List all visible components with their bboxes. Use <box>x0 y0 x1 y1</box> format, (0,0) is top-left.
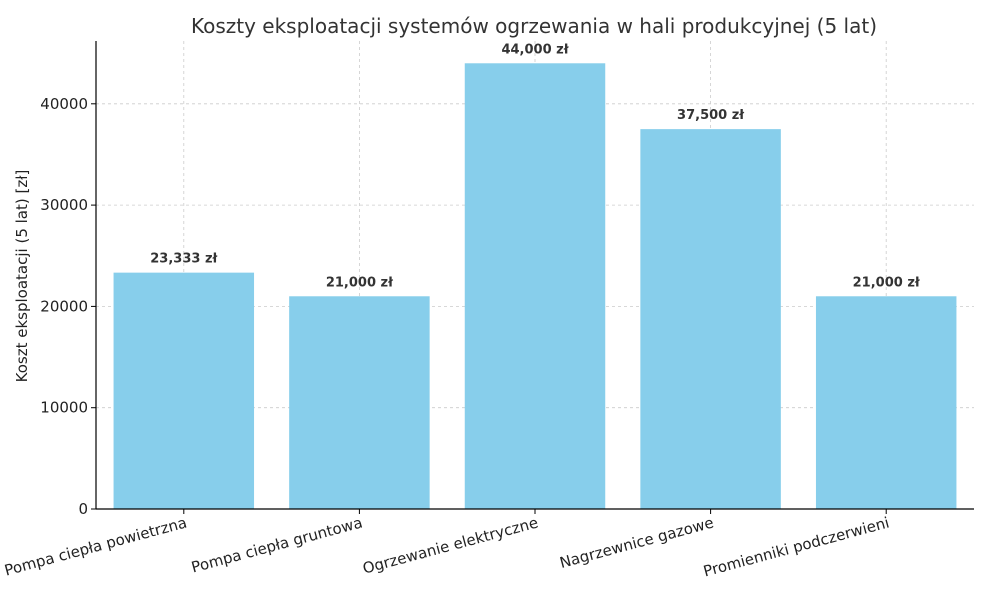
x-tick-label: Pompa ciepła gruntowa <box>189 513 364 576</box>
y-tick-label: 0 <box>78 500 88 518</box>
bar-value-label: 23,333 zł <box>150 252 218 267</box>
bar <box>113 272 255 509</box>
x-tick-label: Nagrzewnice gazowe <box>558 513 716 571</box>
x-tick-label: Ogrzewanie elektryczne <box>361 513 540 577</box>
x-ticks-layer: Pompa ciepła powietrzna Pompa ciepła grun… <box>2 509 891 580</box>
data-labels-layer: 23,333 zł 21,000 zł 44,000 zł 37,500 zł 21,0… <box>150 42 921 290</box>
bar <box>289 296 430 509</box>
bar-value-label: 21,000 zł <box>326 275 394 290</box>
y-ticks-layer: 0 10000 20000 30000 40000 <box>40 95 96 518</box>
chart-title: Koszty eksploatacji systemów ogrzewania … <box>191 14 877 38</box>
bar <box>640 129 781 509</box>
bars-layer <box>113 63 957 510</box>
y-tick-label: 30000 <box>40 196 88 214</box>
bar-value-label: 37,500 zł <box>677 108 745 123</box>
y-tick-label: 40000 <box>40 95 88 113</box>
bar-value-label: 44,000 zł <box>501 42 569 57</box>
bar-value-label: 21,000 zł <box>853 275 921 290</box>
bar <box>464 63 606 510</box>
x-tick-label: Pompa ciepła powietrzna <box>2 513 188 579</box>
x-tick-label: Promienniki podczerwieni <box>701 513 891 580</box>
bar <box>815 296 957 509</box>
y-tick-label: 20000 <box>40 297 88 315</box>
y-tick-label: 10000 <box>40 399 88 417</box>
y-axis-title: Koszt eksploatacji (5 lat) [zł] <box>13 170 31 383</box>
